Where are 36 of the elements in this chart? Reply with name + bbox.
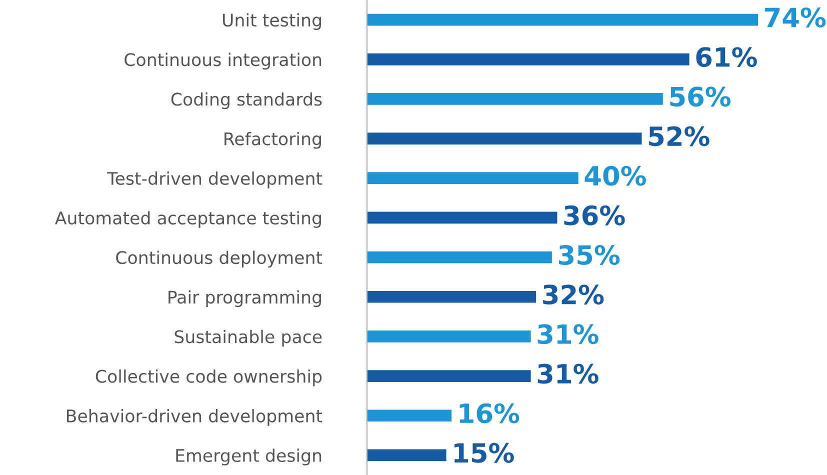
bar [367, 53, 690, 66]
data-label: 40% [584, 166, 646, 186]
y-tick-label: Sustainable pace [174, 330, 322, 347]
y-tick-label: Pair programming [168, 290, 321, 308]
bar [367, 410, 452, 422]
bar [367, 132, 642, 144]
bar [367, 172, 578, 184]
data-label: 31% [538, 324, 598, 344]
y-tick-label: Collective code ownership [96, 369, 322, 386]
bar [367, 330, 531, 342]
y-tick-label: Refactoring [224, 132, 321, 149]
y-tick-label: Automated acceptance testing [54, 211, 321, 228]
data-label: 35% [558, 244, 620, 265]
y-tick-label: Test-driven development [107, 172, 322, 188]
y-tick-label: Continuous integration [124, 52, 322, 70]
data-label: 74% [765, 7, 826, 28]
y-tick-label: Continuous deployment [116, 250, 322, 268]
data-label: 32% [543, 284, 604, 305]
y-tick-label: Unit testing [223, 13, 321, 30]
bar [367, 290, 536, 303]
data-label: 15% [454, 442, 514, 463]
y-tick-label: Behavior-driven development [67, 409, 322, 426]
data-label: 31% [538, 364, 598, 384]
y-tick-label: Coding standards [171, 92, 322, 110]
bar [367, 14, 758, 26]
data-label: 61% [696, 47, 757, 68]
bar [367, 251, 552, 264]
data-label: 52% [649, 126, 710, 146]
bar [367, 93, 663, 105]
y-tick-label: Emergent design [176, 448, 322, 466]
bar [367, 370, 531, 382]
data-label: 16% [460, 403, 520, 424]
bar [367, 449, 446, 462]
data-label: 56% [670, 86, 730, 107]
data-label: 36% [564, 205, 625, 226]
bar [367, 212, 558, 224]
